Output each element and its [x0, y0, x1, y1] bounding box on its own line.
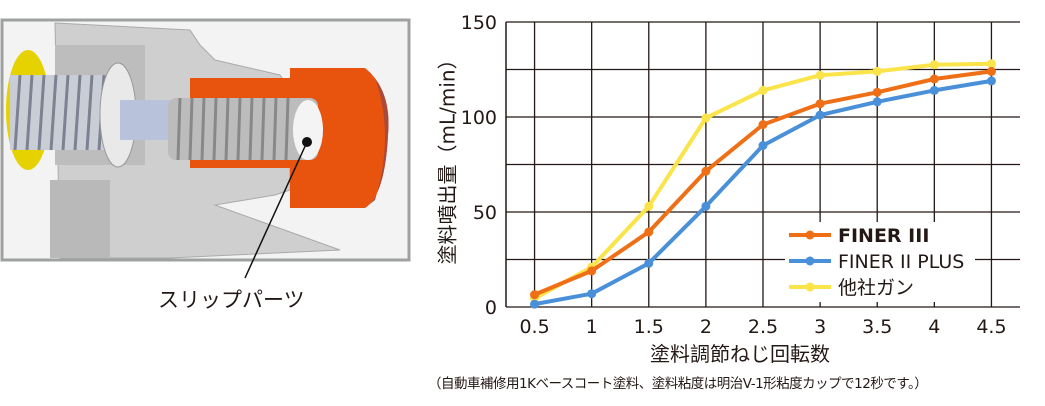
x-tick-label: 0.5 [519, 316, 549, 338]
data-point [587, 289, 597, 299]
y-tick-label: 100 [461, 107, 497, 129]
data-point [872, 66, 882, 76]
threaded-screw [168, 97, 323, 161]
data-point [758, 85, 768, 95]
data-point [587, 266, 597, 276]
data-point [701, 166, 711, 176]
y-tick-label: 0 [485, 297, 497, 319]
legend-label: 他社ガン [838, 277, 914, 299]
data-point [815, 70, 825, 80]
data-point [701, 201, 711, 211]
legend-label: FINER II PLUS [838, 251, 964, 273]
x-tick-label: 1.5 [634, 316, 664, 338]
data-point [530, 299, 540, 309]
y-tick-label: 50 [473, 202, 497, 224]
spray-gun-cutaway-illustration [0, 18, 411, 279]
data-point [644, 201, 654, 211]
data-point [986, 66, 996, 76]
data-point [872, 87, 882, 97]
x-tick-label: 4.5 [976, 316, 1006, 338]
ticks: 0 50 100 150 0.5 1 1.5 2 2.5 3 3.5 4 4.5 [461, 12, 1007, 338]
callout-line [244, 141, 308, 279]
data-point [929, 85, 939, 95]
data-point [986, 76, 996, 86]
data-point [758, 120, 768, 130]
data-point [872, 97, 882, 107]
slip-part-label: スリップパーツ [158, 288, 305, 312]
data-point [644, 227, 654, 237]
data-point [644, 258, 654, 268]
x-tick-label: 2.5 [748, 316, 778, 338]
data-point [815, 110, 825, 120]
data-point [758, 141, 768, 150]
x-tick-label: 3.5 [862, 316, 892, 338]
x-tick-label: 2 [700, 316, 712, 338]
y-tick-label: 150 [461, 12, 497, 34]
data-point [929, 60, 939, 70]
x-tick-label: 4 [928, 316, 940, 338]
data-point [929, 74, 939, 84]
data-point [815, 99, 825, 109]
y-axis-title: 塗料噴出量（mL/min） [435, 49, 460, 265]
data-point [701, 113, 711, 123]
data-point [986, 59, 996, 69]
x-tick-label: 1 [586, 316, 598, 338]
legend: FINER III FINER II PLUS 他社ガン [785, 222, 975, 302]
legend-swatch-dot [805, 230, 815, 240]
needle-shaft [120, 100, 170, 140]
x-tick-label: 3 [814, 316, 826, 338]
legend-label: FINER III [838, 225, 929, 247]
legend-swatch-dot [805, 256, 815, 266]
footnote: （自動車補修用1Kベースコート塗料、塗料粘度は明治V-1形粘度カップで12秒です… [428, 376, 928, 392]
data-point [530, 290, 540, 300]
series-lines [530, 59, 996, 309]
x-axis-title: 塗料調節ねじ回転数 [650, 342, 830, 366]
legend-swatch-dot [805, 282, 815, 292]
